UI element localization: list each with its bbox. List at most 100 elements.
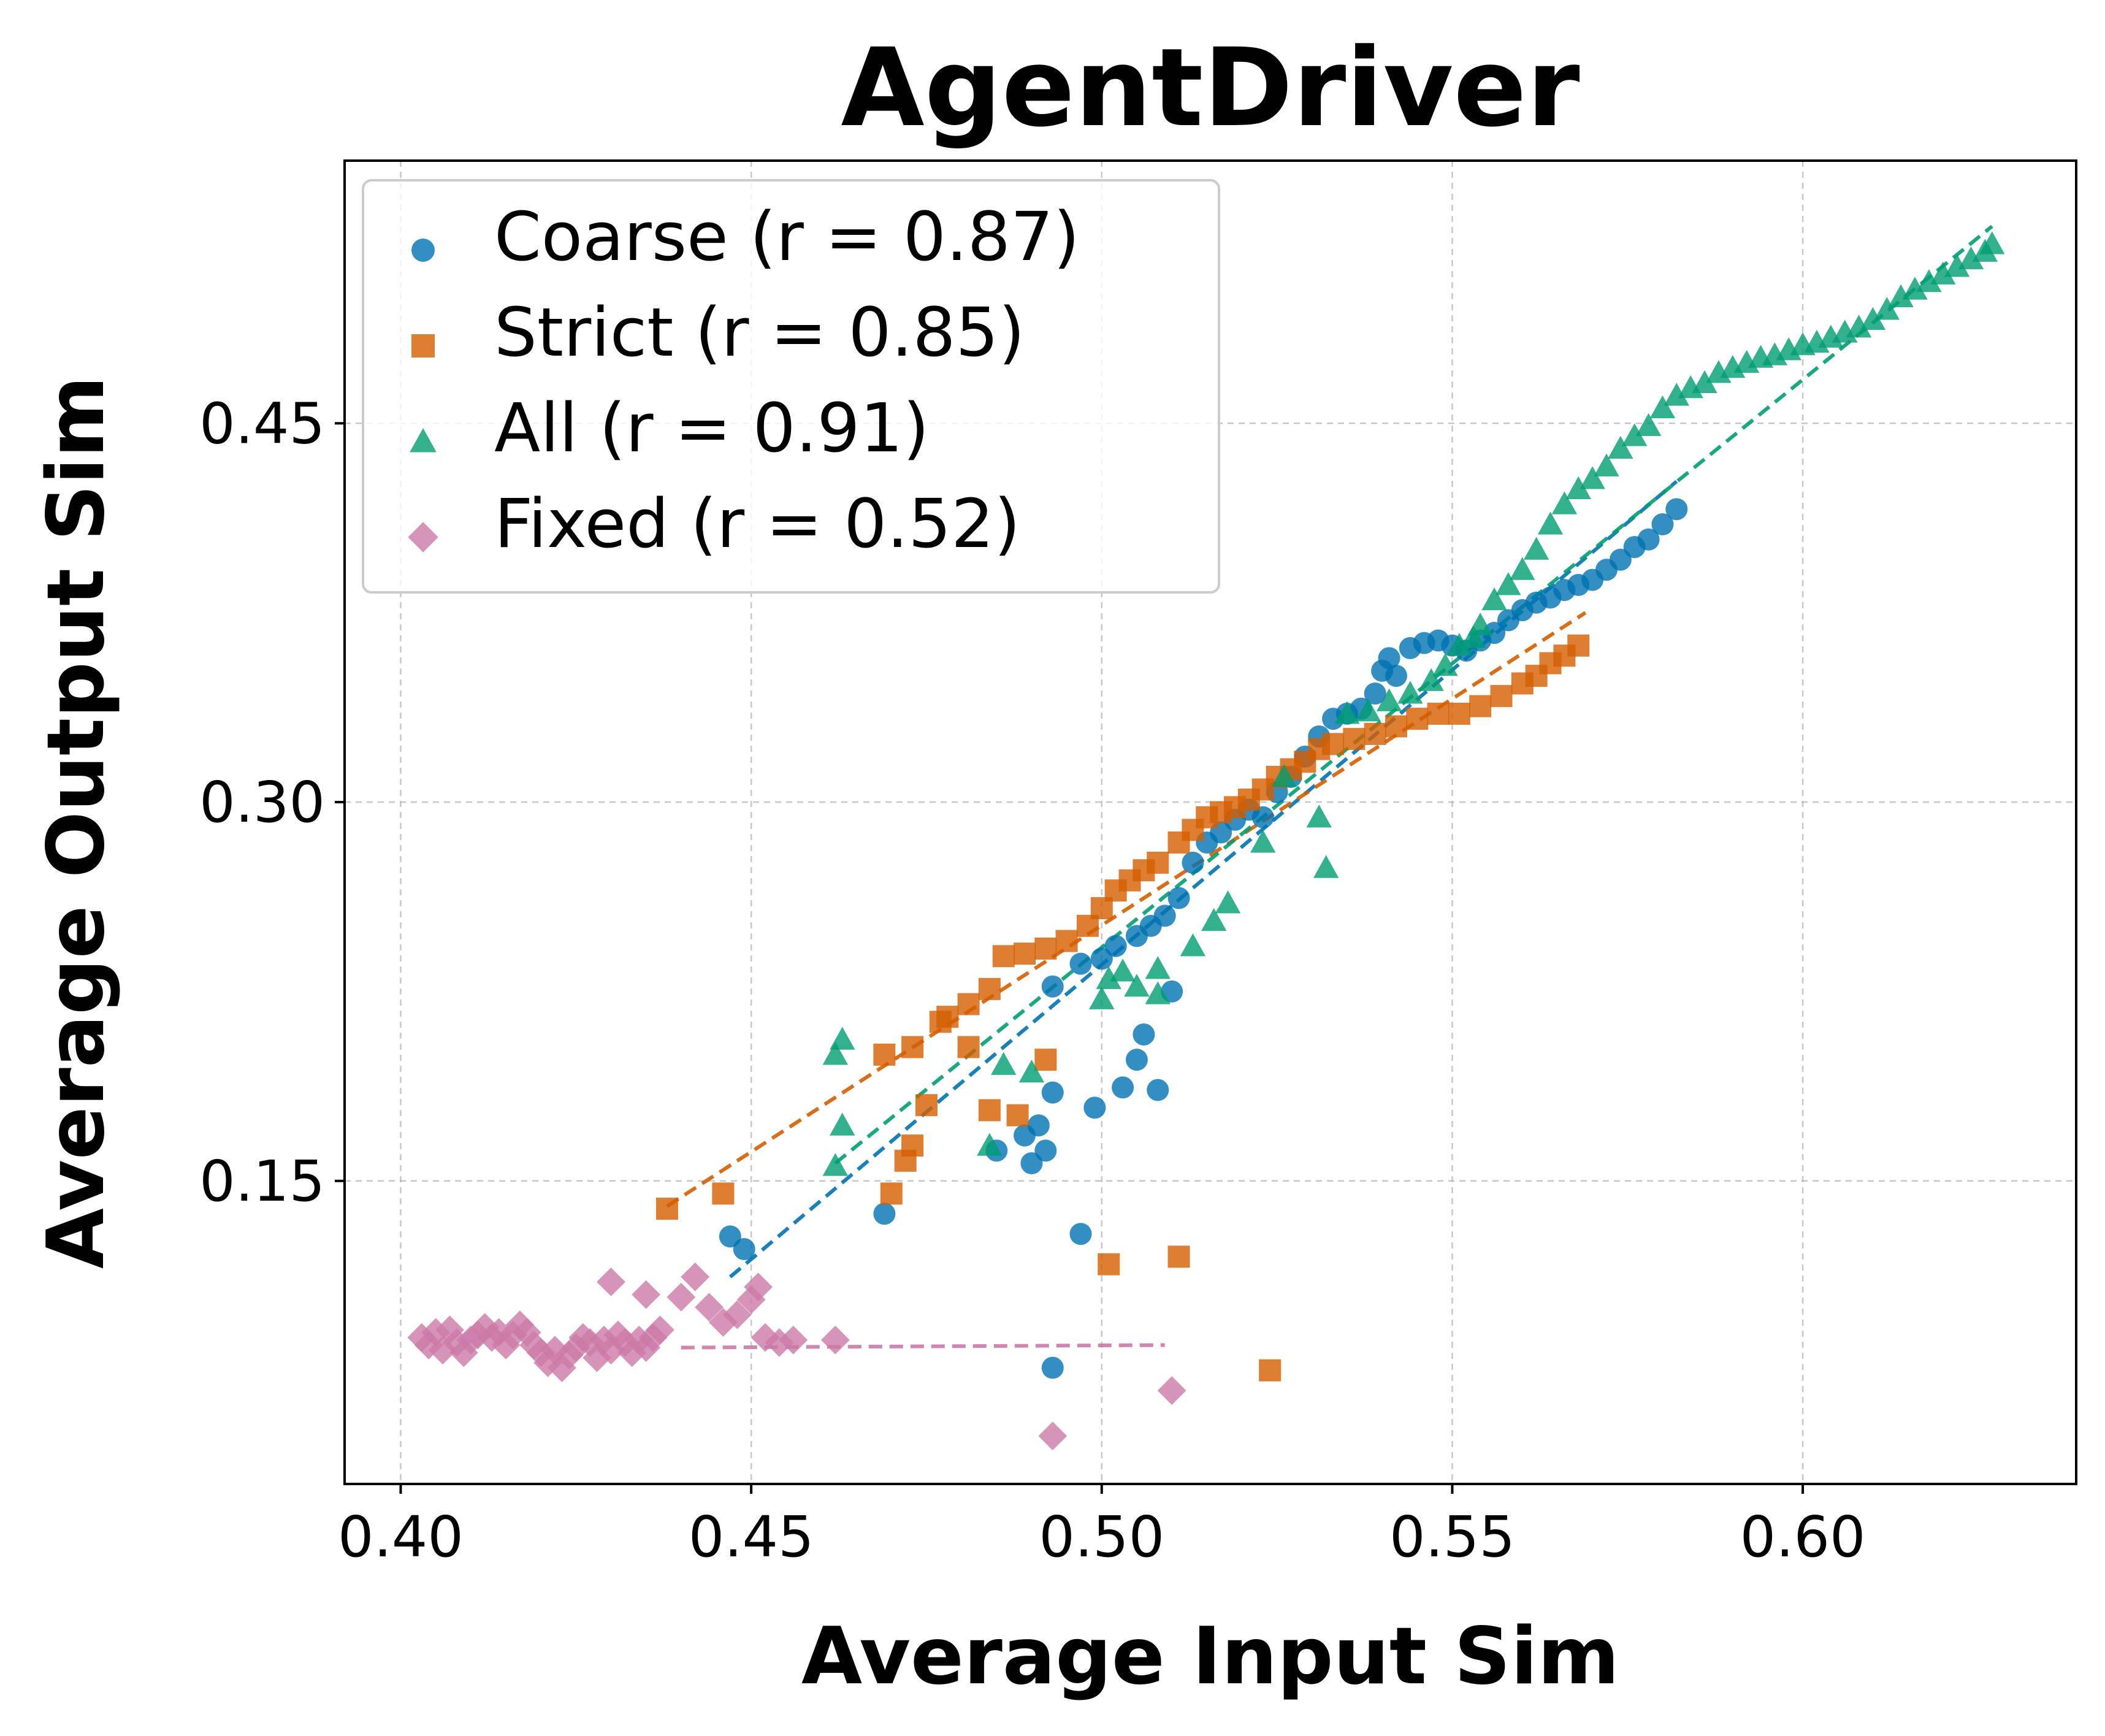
- strict-point: [957, 1036, 980, 1058]
- all-point: [822, 1042, 849, 1065]
- all-point: [1145, 981, 1171, 1004]
- fixed-point: [638, 1323, 668, 1352]
- all-point: [1397, 681, 1423, 704]
- x-tick-label: 0.50: [1039, 1504, 1164, 1570]
- strict-point: [1469, 695, 1492, 717]
- all-fit-line: [834, 224, 1993, 1165]
- x-tick-label: 0.60: [1740, 1504, 1866, 1570]
- strict-point: [1034, 937, 1057, 960]
- all-point: [1418, 668, 1444, 691]
- all-point: [1089, 986, 1115, 1009]
- coarse-point: [1104, 935, 1127, 957]
- strict-point: [936, 1006, 959, 1028]
- fixed-point: [470, 1313, 500, 1342]
- all-point: [1930, 261, 1956, 285]
- legend-marker-coarse: [411, 239, 435, 262]
- fixed-point: [681, 1262, 710, 1291]
- coarse-point: [1147, 1079, 1169, 1101]
- legend-marker-strict: [411, 334, 435, 358]
- strict-point: [1567, 634, 1590, 657]
- coarse-point: [1069, 1223, 1092, 1245]
- strict-point: [915, 1094, 938, 1117]
- x-tick-label: 0.40: [338, 1504, 464, 1570]
- strict-point: [1014, 943, 1036, 965]
- fixed-point: [722, 1300, 752, 1329]
- all-point: [822, 1153, 849, 1176]
- all-point: [1271, 764, 1297, 787]
- all-point: [1874, 297, 1900, 320]
- all-point: [1944, 254, 1970, 277]
- all-point: [1979, 231, 2005, 254]
- strict-point: [978, 977, 1001, 1000]
- strict-point: [1448, 702, 1470, 725]
- strict-point: [992, 945, 1015, 968]
- all-point: [1537, 511, 1564, 535]
- all-point: [977, 1133, 1003, 1156]
- all-point: [1664, 383, 1690, 406]
- all-point: [1916, 269, 1942, 293]
- coarse-point: [719, 1225, 741, 1248]
- strict-point: [1406, 708, 1429, 730]
- all-point: [1110, 958, 1136, 982]
- coarse-point: [1125, 1049, 1148, 1071]
- all-point: [1355, 698, 1381, 722]
- strict-point: [1098, 1253, 1120, 1275]
- strict-point: [873, 1043, 896, 1066]
- all-point: [1510, 557, 1535, 580]
- coarse-point: [1041, 1081, 1064, 1104]
- y-tick-label: 0.15: [199, 1149, 325, 1214]
- coarse-point: [1665, 498, 1688, 521]
- coarse-point: [1027, 1114, 1050, 1137]
- all-point: [1523, 537, 1549, 560]
- all-point: [1124, 973, 1150, 997]
- all-point: [1888, 284, 1914, 307]
- all-point: [1608, 435, 1633, 459]
- all-point: [1018, 1060, 1045, 1083]
- fixed-point: [617, 1338, 647, 1367]
- fixed-point: [449, 1338, 478, 1367]
- legend-label-strict: Strict (r = 0.85): [494, 293, 1025, 372]
- y-tick-label: 0.45: [199, 391, 325, 456]
- fixed-point: [603, 1320, 633, 1350]
- strict-point: [901, 1036, 924, 1058]
- fixed-point: [1157, 1376, 1186, 1405]
- all-point: [1446, 633, 1472, 656]
- coarse-point: [733, 1237, 755, 1260]
- plot-frame: [343, 159, 2077, 1485]
- coarse-point: [1364, 682, 1386, 705]
- all-point: [1635, 413, 1662, 436]
- series-fixed: [407, 1262, 1186, 1451]
- coarse-point: [1651, 513, 1674, 536]
- fixed-point: [695, 1293, 724, 1322]
- coarse-point: [1034, 1139, 1057, 1162]
- series-all: [822, 231, 2005, 1176]
- coarse-point: [1090, 947, 1113, 970]
- y-tick-label: 0.30: [199, 770, 325, 835]
- coarse-point: [1182, 851, 1204, 874]
- x-tick-label: 0.55: [1389, 1504, 1515, 1570]
- all-point: [830, 1112, 855, 1136]
- legend-label-coarse: Coarse (r = 0.87): [494, 197, 1080, 276]
- fixed-point: [548, 1353, 576, 1382]
- strict-point: [978, 1099, 1001, 1122]
- fixed-point: [667, 1282, 696, 1312]
- all-point: [1565, 476, 1591, 499]
- coarse-point: [873, 1203, 896, 1225]
- coarse-point: [1385, 665, 1407, 687]
- coarse-point: [1041, 975, 1064, 998]
- all-point: [1180, 933, 1206, 957]
- all-point: [1306, 805, 1332, 828]
- coarse-point: [1041, 1356, 1064, 1379]
- strict-point: [880, 1182, 903, 1205]
- data-points: [407, 231, 2005, 1451]
- fixed-point: [491, 1331, 521, 1359]
- fixed-fit-line: [681, 1343, 1165, 1350]
- all-point: [1376, 688, 1402, 711]
- all-point: [1846, 315, 1872, 338]
- all-point: [1692, 370, 1717, 393]
- all-point: [1580, 466, 1605, 489]
- strict-point: [1385, 715, 1407, 738]
- legend-marker-all: [410, 428, 437, 453]
- fixed-point: [779, 1325, 808, 1355]
- all-point: [1432, 652, 1458, 676]
